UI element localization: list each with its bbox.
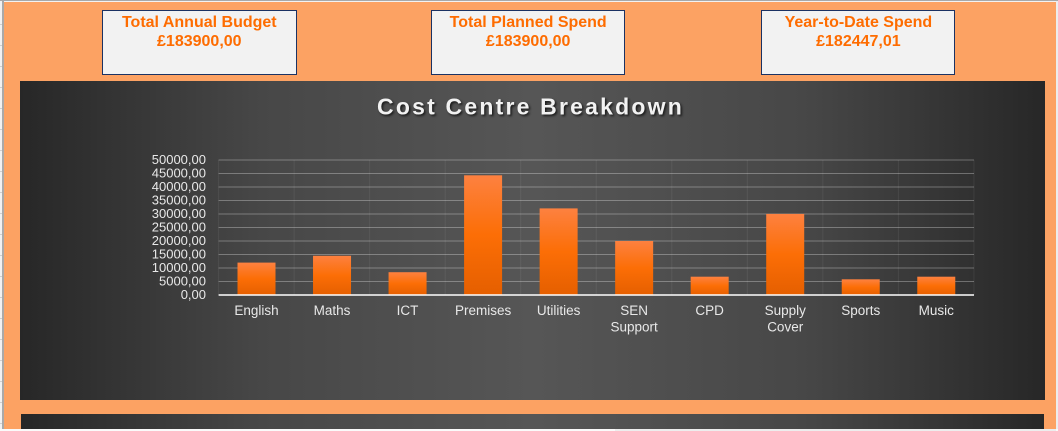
svg-text:35000,00: 35000,00 xyxy=(151,193,205,208)
svg-text:English: English xyxy=(234,303,278,318)
svg-text:Utilities: Utilities xyxy=(536,303,580,318)
svg-text:Premises: Premises xyxy=(454,303,511,318)
svg-text:Maths: Maths xyxy=(313,303,350,318)
svg-text:Sports: Sports xyxy=(841,303,880,318)
svg-text:45000,00: 45000,00 xyxy=(151,166,205,181)
svg-text:25000,00: 25000,00 xyxy=(151,220,205,235)
svg-text:Support: Support xyxy=(610,320,658,335)
svg-text:50000,00: 50000,00 xyxy=(151,152,205,167)
svg-text:10000,00: 10000,00 xyxy=(151,260,205,275)
svg-text:5000,00: 5000,00 xyxy=(159,274,206,289)
svg-text:0,00: 0,00 xyxy=(180,287,205,302)
svg-text:SEN: SEN xyxy=(620,303,648,318)
svg-text:20000,00: 20000,00 xyxy=(151,233,205,248)
svg-text:CPD: CPD xyxy=(695,303,724,318)
svg-text:15000,00: 15000,00 xyxy=(151,247,205,262)
svg-text:40000,00: 40000,00 xyxy=(151,179,205,194)
svg-text:Cover: Cover xyxy=(767,320,804,335)
svg-text:30000,00: 30000,00 xyxy=(151,206,205,221)
svg-text:ICT: ICT xyxy=(396,303,418,318)
svg-text:Supply: Supply xyxy=(764,303,806,318)
svg-text:Cost Centre Breakdown: Cost Centre Breakdown xyxy=(377,94,684,120)
svg-text:Music: Music xyxy=(918,303,954,318)
